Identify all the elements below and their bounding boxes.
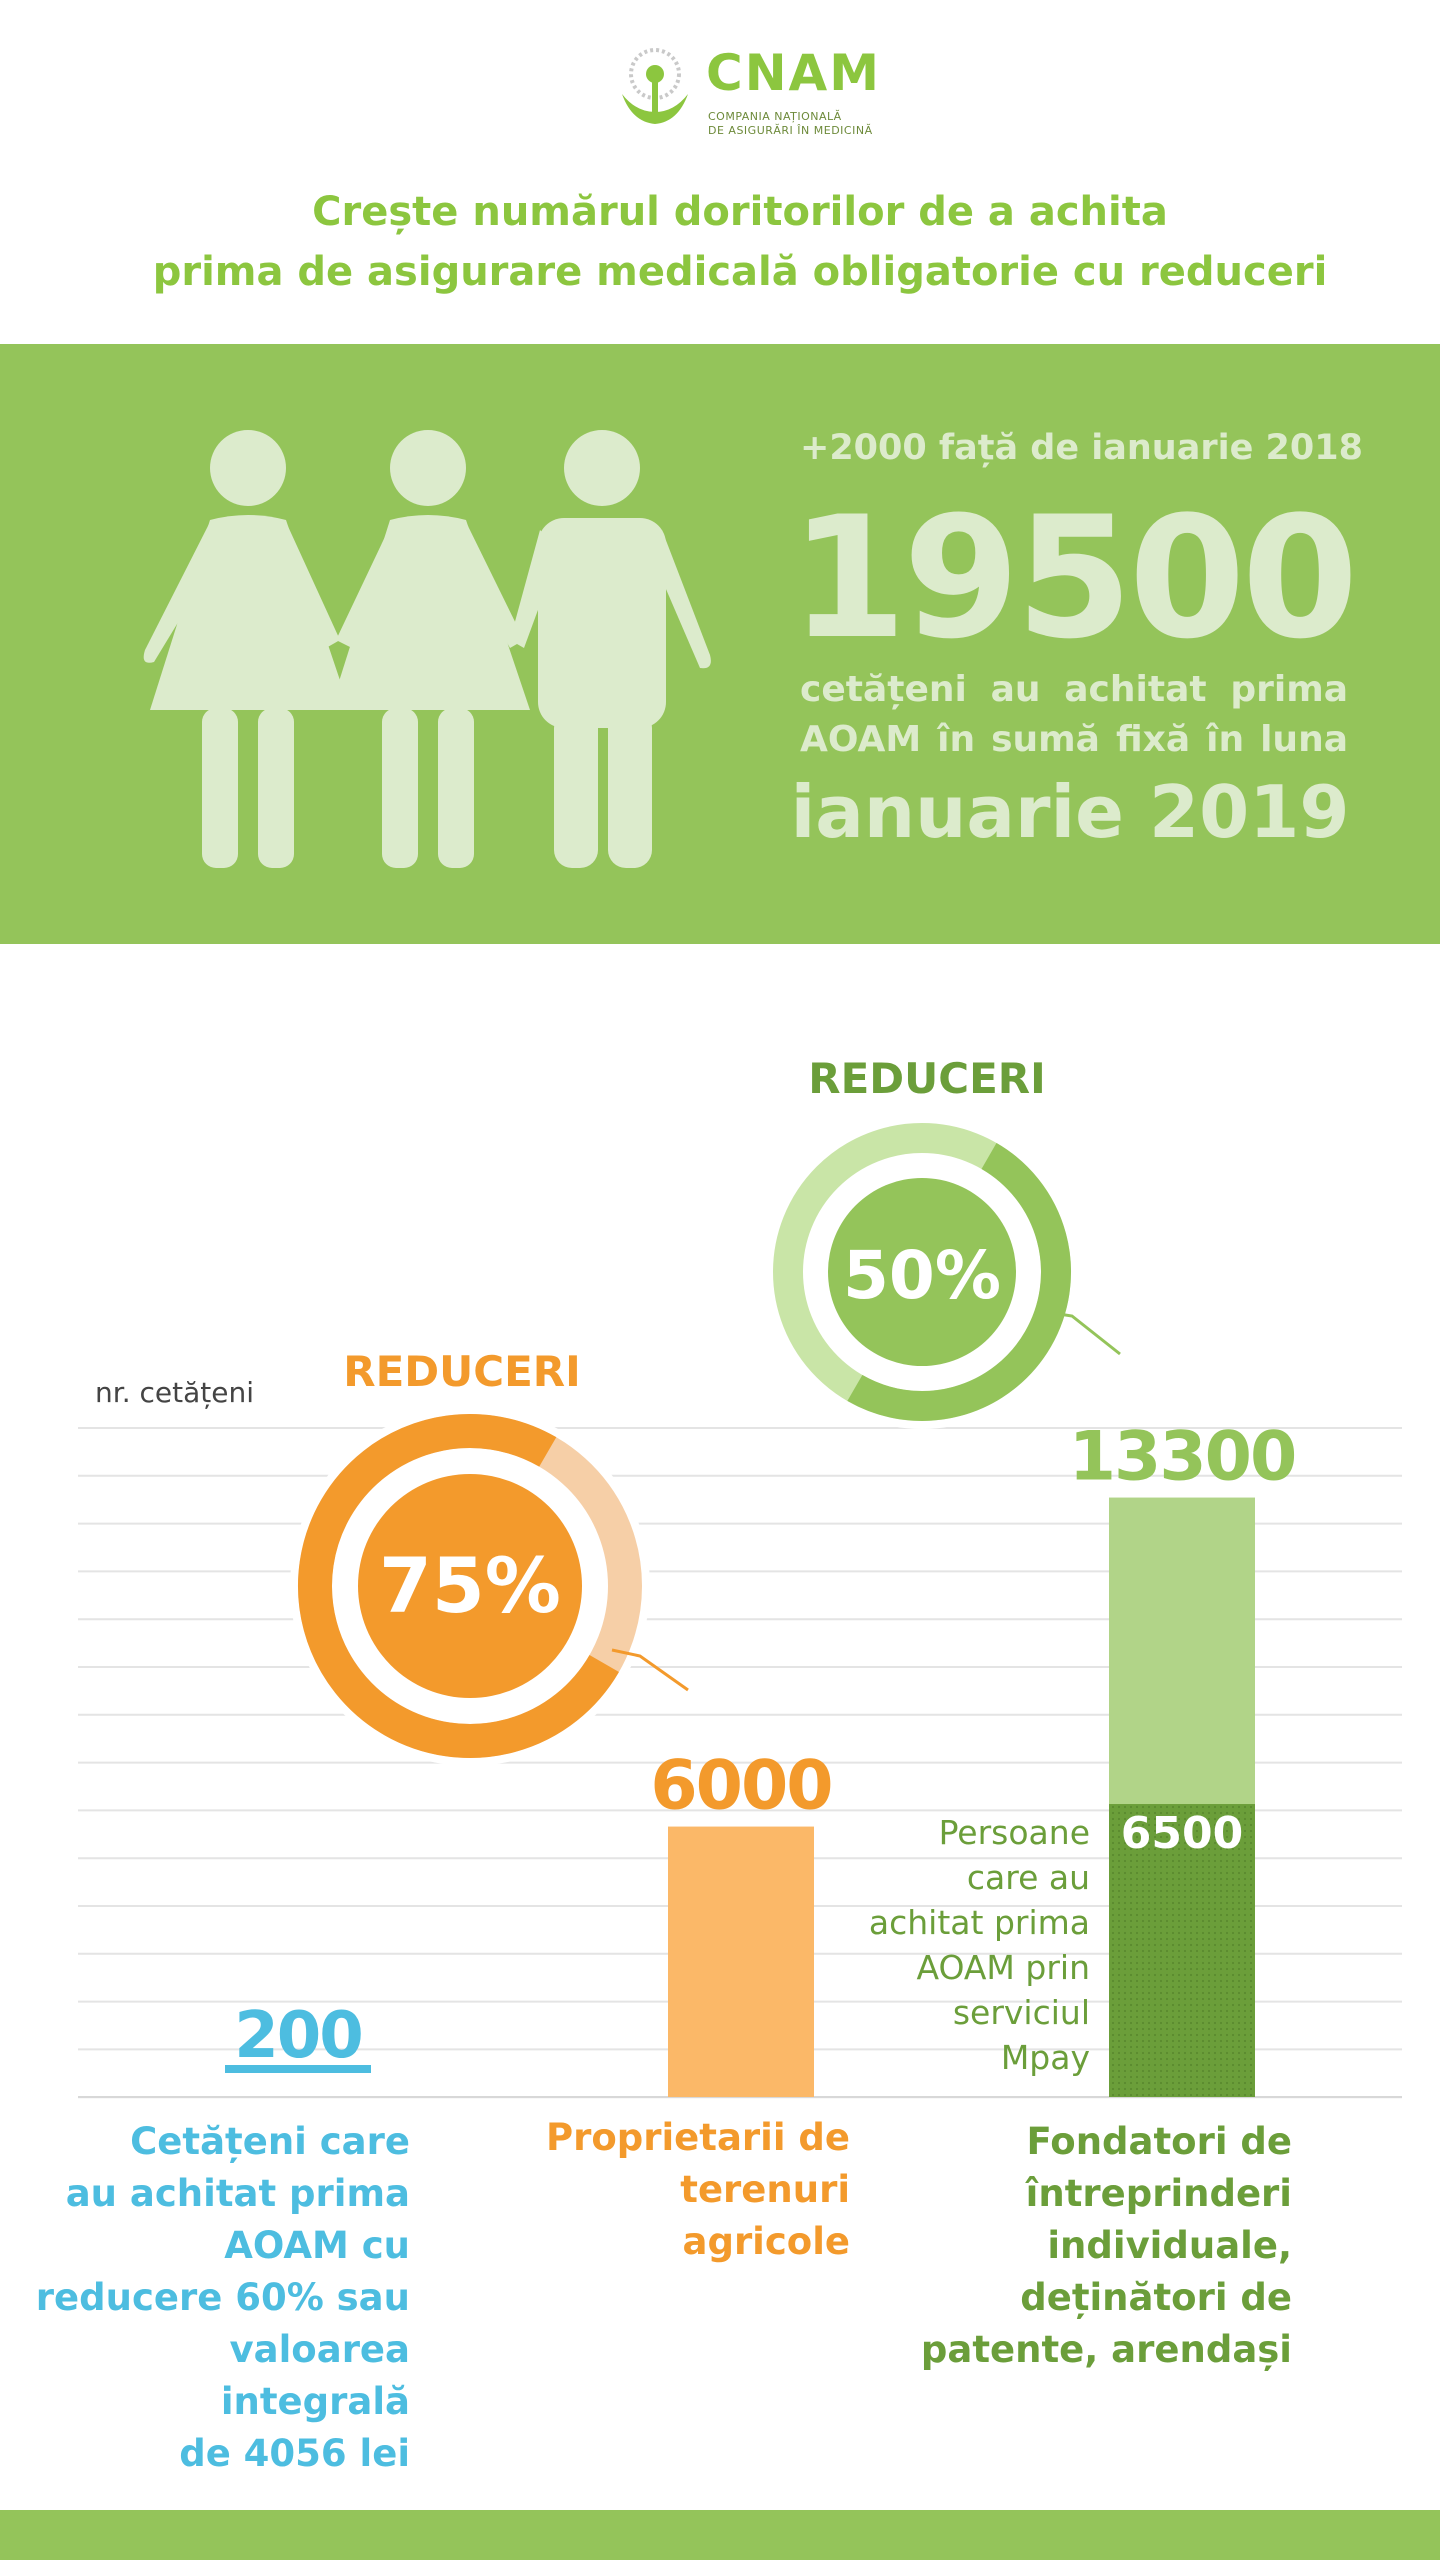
logo-subtitle-line1: COMPANIA NAȚIONALĂ xyxy=(708,110,842,123)
donut-title-2: REDUCERI xyxy=(808,1054,1045,1103)
chart-bars xyxy=(225,1497,1255,2097)
cat2-line: terenuri xyxy=(680,2168,850,2211)
chart-value-labels: 200 6000 13300 6500 xyxy=(234,1418,1297,2073)
donut-2: 50% REDUCERI xyxy=(765,1054,1121,1429)
bar-1 xyxy=(225,2065,371,2073)
cat1-line: valoarea integrală xyxy=(220,2328,410,2423)
people-family-icon xyxy=(143,430,711,868)
segment-value-label: 6500 xyxy=(1121,1808,1243,1859)
leader-line-2 xyxy=(1045,1310,1121,1356)
title-line-2: prima de asigurare medicală obligatorie … xyxy=(152,249,1328,295)
cat2-line: Proprietarii de xyxy=(545,2116,850,2159)
donut-arc-1 xyxy=(298,1414,642,1758)
note-line: Persoane xyxy=(938,1813,1090,1852)
category-label-1: Cetățeni care au achitat prima AOAM cu redu… xyxy=(30,2116,410,2480)
segment-note: Persoane care au achitat prima AOAM prin ser… xyxy=(810,1810,1090,2080)
band-total-number: 19500 xyxy=(790,480,1358,676)
note-line: serviciul xyxy=(952,1993,1090,2032)
cat3-line: întreprinderi xyxy=(1025,2172,1292,2215)
bar-2 xyxy=(668,1826,814,2097)
category-label-3: Fondatori de întreprinderi individuale, deț… xyxy=(880,2116,1292,2376)
category-label-2: Proprietarii de terenuri agricole xyxy=(520,2112,850,2268)
cat3-line: deținători de xyxy=(1020,2276,1292,2319)
donut-percent-1: 75% xyxy=(379,1541,561,1630)
donut-title-1: REDUCERI xyxy=(343,1347,580,1396)
note-line: care au xyxy=(966,1858,1090,1897)
page-title: Crește numărul doritorilor de a achita p… xyxy=(60,182,1420,302)
cat3-line: individuale, xyxy=(1047,2224,1292,2267)
note-line: Mpay xyxy=(1000,2038,1090,2077)
bottom-band xyxy=(0,2510,1440,2560)
donut-1: 75% REDUCERI xyxy=(290,1347,689,1766)
cat1-line: Cetățeni care xyxy=(130,2120,410,2163)
y-axis-label: nr. cetățeni xyxy=(95,1376,254,1409)
bar-3-segment xyxy=(1109,1804,1255,2097)
cat1-line: AOAM cu xyxy=(224,2224,410,2267)
logo-emblem-icon xyxy=(622,48,688,124)
cat1-line: au achitat prima xyxy=(65,2172,410,2215)
cat3-line: patente, arendași xyxy=(920,2328,1292,2371)
note-line: AOAM prin xyxy=(916,1948,1090,1987)
logo-subtitle-line2: DE ASIGURĂRI ÎN MEDICINĂ xyxy=(708,124,873,137)
value-label-3: 13300 xyxy=(1069,1418,1296,1497)
band-delta: +2000 față de ianuarie 2018 xyxy=(800,428,1363,468)
band-caption-line2: AOAM în sumă fixă în luna xyxy=(800,719,1348,760)
chart-donuts: 75% REDUCERI 50% REDUCERI xyxy=(290,1054,1121,1766)
band-caption: cetățeni au achitat prima AOAM în sumă f… xyxy=(800,665,1348,765)
cat3-line: Fondatori de xyxy=(1026,2120,1293,2163)
cnam-logo: CNAM COMPANIA NAȚIONALĂ DE ASIGURĂRI ÎN … xyxy=(612,44,882,144)
leader-line-1 xyxy=(611,1648,689,1692)
band-month: ianuarie 2019 xyxy=(790,770,1350,854)
title-line-1: Crește numărul doritorilor de a achita xyxy=(312,189,1168,235)
note-line: achitat prima xyxy=(868,1903,1090,1942)
donut-arc-2 xyxy=(773,1123,1071,1421)
cat2-line: agricole xyxy=(682,2220,850,2263)
logo-brand: CNAM xyxy=(706,44,881,102)
donut-percent-2: 50% xyxy=(843,1237,1001,1314)
value-label-1: 200 xyxy=(234,1999,362,2073)
bar-chart: 75% REDUCERI 50% REDUCERI 200 6000 13300 6500 xyxy=(78,1054,1402,2099)
band-caption-line1: cetățeni au achitat prima xyxy=(800,669,1348,710)
cat1-line: reducere 60% sau xyxy=(35,2276,410,2319)
value-label-2: 6000 xyxy=(650,1747,831,1826)
logo-subtitle: COMPANIA NAȚIONALĂ DE ASIGURĂRI ÎN MEDIC… xyxy=(708,110,908,138)
cat1-line: de 4056 lei xyxy=(179,2432,410,2475)
